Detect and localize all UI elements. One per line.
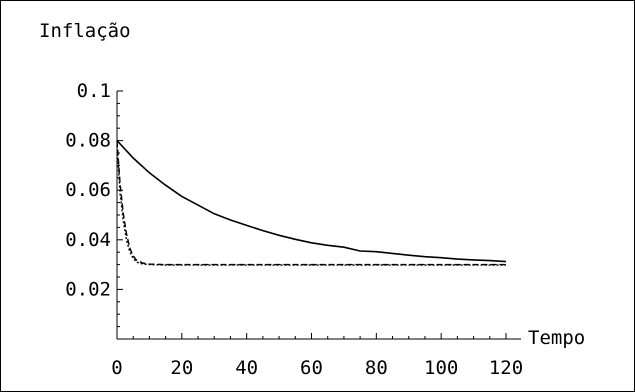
y-tick-label: 0.04 (65, 229, 111, 251)
x-tick-label: 0 (111, 357, 122, 379)
x-tick-label: 40 (235, 357, 258, 379)
y-tick-label: 0.08 (65, 130, 111, 152)
y-tick-label: 0.06 (65, 179, 111, 201)
series-group (116, 140, 507, 266)
axes: 0 20 40 60 80 100 120 0.02 0.04 0.06 0.08 0.1 (65, 80, 523, 379)
y-tick-label: 0.1 (77, 80, 111, 102)
x-tick-label: 100 (424, 357, 458, 379)
x-tick-label: 60 (300, 357, 323, 379)
y-tick-label: 0.02 (65, 278, 111, 300)
series-line-solid (116, 140, 507, 263)
x-tick-label: 80 (365, 357, 388, 379)
x-axis-label: Tempo (528, 327, 585, 349)
x-tick-label: 120 (489, 357, 523, 379)
y-axis-label: Inflação (39, 20, 131, 42)
series-line-dashed (116, 140, 506, 266)
x-tick-label: 20 (170, 357, 193, 379)
series-line-dotted (116, 145, 506, 266)
